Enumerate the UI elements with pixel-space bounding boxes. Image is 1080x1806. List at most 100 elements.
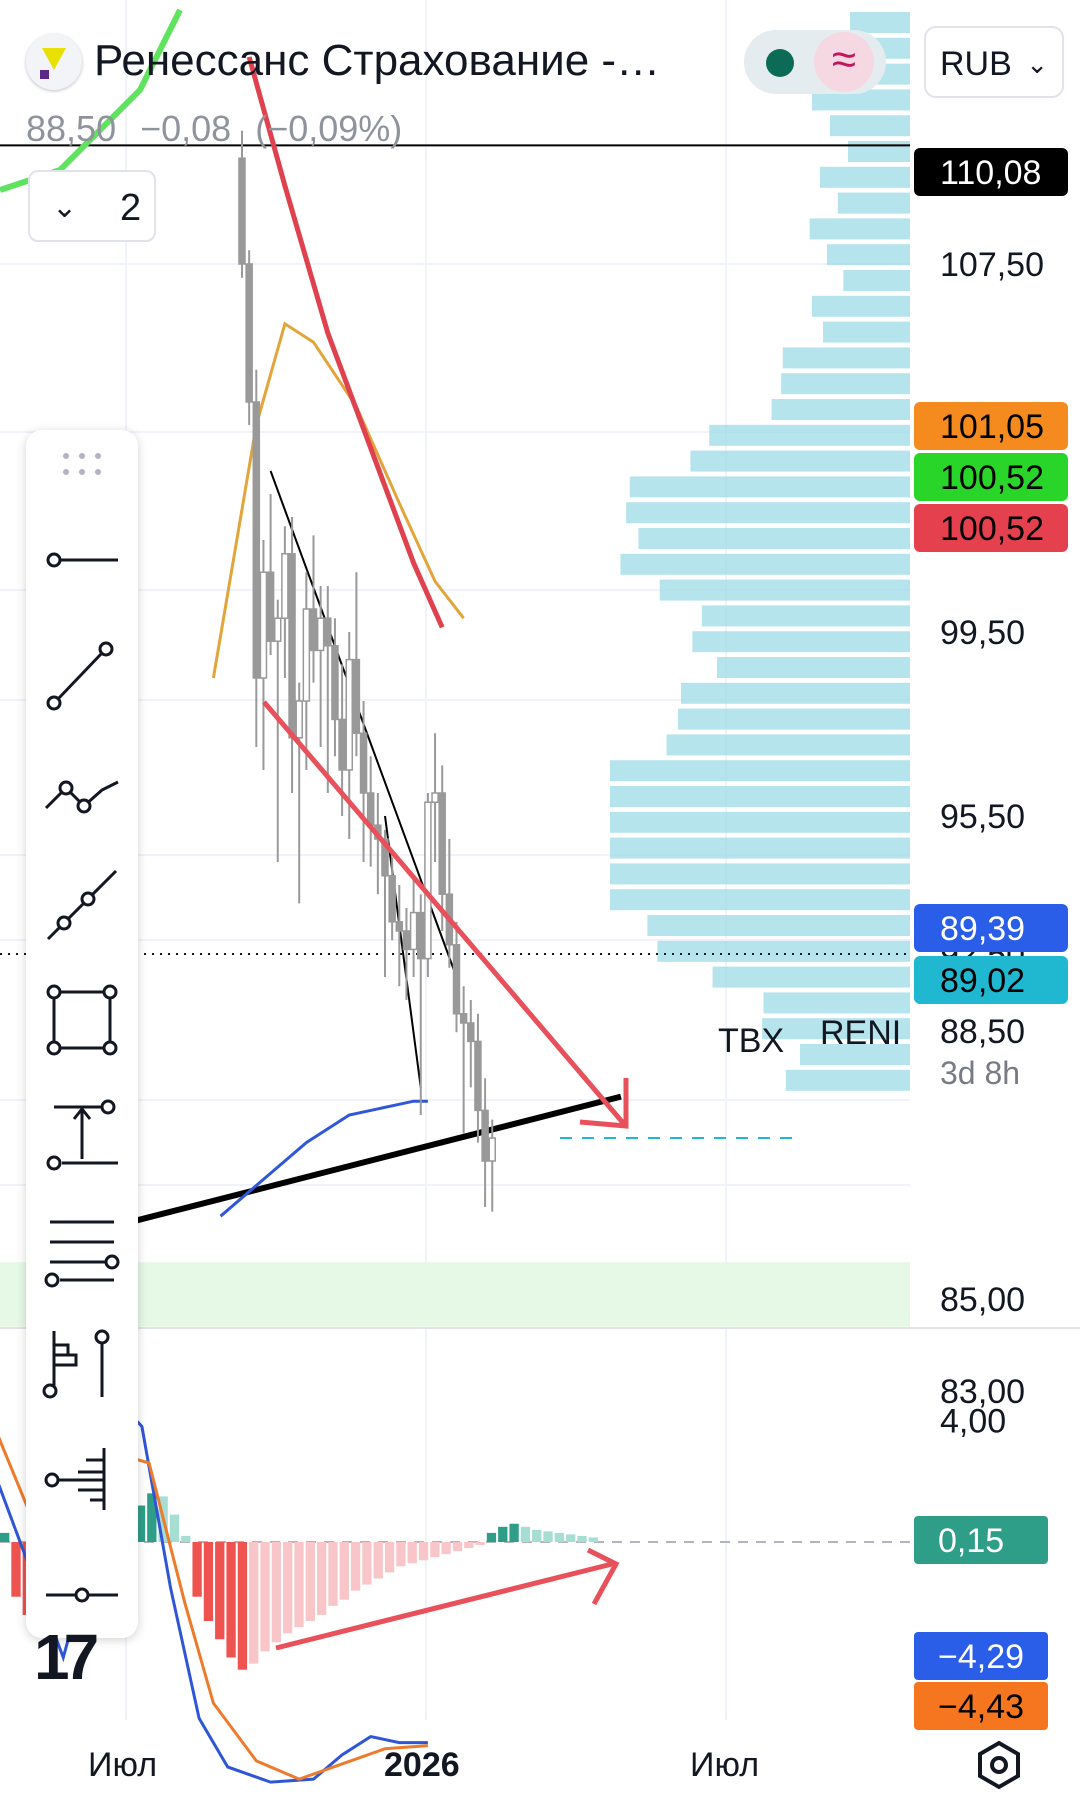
last-price: 88,50 — [26, 108, 117, 149]
price-tag[interactable]: 89,39 — [914, 904, 1068, 952]
support-zone — [0, 1262, 910, 1327]
price-range-icon — [46, 1099, 118, 1171]
macd-value-tag[interactable]: −4,43 — [914, 1682, 1048, 1730]
down-arrow[interactable] — [262, 700, 626, 1126]
macd-histogram-bar — [350, 1542, 361, 1591]
fib-ruler-tool[interactable] — [26, 1430, 138, 1530]
polyline-icon — [44, 780, 119, 814]
volume-profile-bar — [681, 682, 910, 704]
volume-profile-bar — [638, 528, 910, 549]
up-arrow[interactable] — [275, 1561, 613, 1651]
macd-histogram-bar — [566, 1534, 576, 1542]
extended-line-tool[interactable] — [26, 855, 138, 955]
volume-profile-bar — [785, 1069, 910, 1091]
symbol-title[interactable]: Ренессанс Страхование -… — [94, 36, 661, 85]
bar-pattern-tool[interactable] — [26, 1315, 138, 1415]
candle — [445, 839, 454, 968]
trend-line-icon — [46, 641, 114, 711]
volume-profile-bar — [811, 89, 910, 111]
horizontal-line-icon — [46, 1587, 118, 1603]
macd-histogram-bar — [249, 1542, 259, 1664]
macd-histogram-bar — [135, 1505, 146, 1542]
price-tag[interactable]: 100,52 — [914, 453, 1068, 501]
volume-profile-bar — [692, 631, 910, 653]
candle — [274, 599, 282, 862]
volume-profile-bar — [709, 424, 910, 446]
symbol-logo-icon — [40, 48, 66, 79]
volume-profile-bar — [690, 450, 910, 472]
currency-select[interactable]: RUB ⌄ — [924, 26, 1064, 98]
symbol-logo[interactable] — [26, 34, 82, 90]
candle — [295, 682, 303, 904]
trend-line[interactable] — [384, 815, 422, 1088]
candle — [417, 894, 425, 1115]
trend-line-tool[interactable] — [26, 625, 138, 725]
arrow-head — [579, 1078, 629, 1129]
price-tag[interactable]: 89,02 — [914, 956, 1068, 1004]
time-axis-label: Июл — [88, 1746, 157, 1784]
macd-histogram-bar — [0, 1532, 10, 1542]
candle — [481, 1078, 489, 1207]
candle — [438, 765, 446, 931]
price-axis-label: 95,50 — [940, 798, 1025, 836]
volume-profile-bar — [610, 811, 910, 833]
price-change: −0,08 — [140, 108, 232, 149]
candle — [245, 250, 253, 425]
horizontal-ray-tool[interactable] — [26, 510, 138, 610]
macd-histogram-bar — [362, 1542, 372, 1585]
indicators-toggle-button[interactable]: ⌄ 2 — [28, 170, 156, 242]
svg-text:110,08: 110,08 — [940, 154, 1041, 192]
fib-ruler-icon — [44, 1448, 106, 1510]
ticker-label: RENI — [820, 1014, 901, 1052]
candle — [402, 908, 411, 1000]
price-range-tool[interactable] — [26, 1085, 138, 1185]
macd-histogram-bar — [181, 1535, 191, 1542]
volume-profile-bar — [716, 657, 910, 678]
svg-text:89,39: 89,39 — [940, 910, 1025, 948]
price-tag[interactable]: 101,05 — [914, 402, 1068, 450]
candle — [352, 572, 361, 757]
volume-profile-bar — [626, 502, 910, 524]
rectangle-tool[interactable] — [26, 970, 138, 1070]
price-tag[interactable]: 100,52 — [914, 504, 1068, 552]
macd-histogram-bar — [305, 1542, 315, 1622]
volume-profile-bar — [620, 553, 910, 575]
candle — [302, 572, 311, 770]
polyline-tool[interactable] — [26, 740, 138, 840]
volume-profile-bar — [822, 321, 910, 343]
svg-text:89,02: 89,02 — [940, 962, 1025, 1000]
volume-profile-bar — [678, 708, 910, 730]
candle — [395, 885, 404, 987]
volume-profile-bar — [610, 863, 910, 885]
drag-handle-icon[interactable] — [62, 450, 102, 480]
price-tag[interactable]: 110,08 — [914, 148, 1068, 196]
candle — [309, 535, 318, 683]
market-open-icon — [766, 49, 794, 77]
volume-profile-bar — [610, 760, 910, 782]
market-status-pill[interactable]: ≈ — [744, 30, 886, 94]
settings-icon[interactable] — [974, 1740, 1024, 1790]
candle — [281, 526, 289, 678]
macd-value-tag[interactable]: 0,15 — [914, 1516, 1048, 1564]
macd-value-tag[interactable]: −4,29 — [914, 1632, 1048, 1680]
candle — [374, 793, 382, 895]
horizontal-line-tool[interactable] — [26, 1545, 138, 1645]
volume-profile-bar — [712, 966, 910, 988]
price-axis-label: 83,00 — [940, 1373, 1025, 1411]
macd-histogram-bar — [486, 1532, 497, 1542]
macd-histogram-bar — [316, 1542, 327, 1615]
candle — [452, 921, 461, 1033]
trend-line[interactable] — [62, 1093, 622, 1243]
macd-histogram-bar — [203, 1542, 214, 1622]
candle — [316, 586, 325, 747]
candle — [431, 733, 439, 862]
volume-profile-bar — [657, 940, 910, 962]
last-price-axis-label: 88,50 — [940, 1013, 1025, 1051]
volume-profile-bar — [850, 12, 910, 33]
volume-profile-bar — [647, 915, 910, 936]
volume-profile-bar — [781, 373, 910, 395]
candle — [324, 586, 332, 793]
parallel-lines-tool[interactable] — [26, 1200, 138, 1300]
svg-text:−4,43: −4,43 — [938, 1688, 1024, 1726]
